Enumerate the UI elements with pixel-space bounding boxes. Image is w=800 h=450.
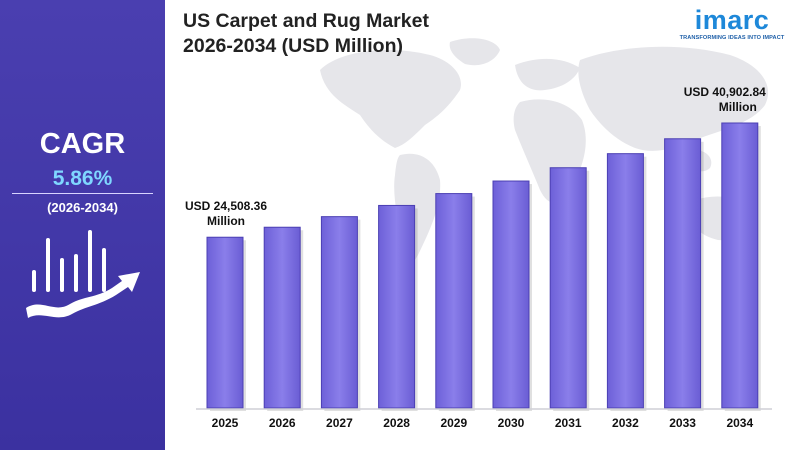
x-tick-label: 2030 bbox=[498, 416, 525, 430]
bar-2030 bbox=[492, 180, 530, 409]
x-tick-label: 2027 bbox=[326, 416, 353, 430]
x-tick-label: 2032 bbox=[612, 416, 639, 430]
cagr-label: CAGR bbox=[39, 128, 126, 160]
callout-line-2: Million bbox=[719, 100, 757, 114]
growth-chart-arrow-icon bbox=[26, 230, 140, 318]
bar-2031 bbox=[549, 167, 587, 409]
x-tick-label: 2025 bbox=[212, 416, 239, 430]
cagr-panel: CAGR 5.86% (2026-2034) bbox=[0, 0, 165, 450]
bar-2028 bbox=[378, 204, 416, 409]
x-tick-label: 2033 bbox=[669, 416, 696, 430]
bar-2029 bbox=[435, 193, 473, 409]
bar-2026 bbox=[263, 226, 301, 409]
bar-2027 bbox=[320, 216, 358, 409]
chart-title: US Carpet and Rug Market 2026-2034 (USD … bbox=[183, 9, 429, 59]
x-tick-label: 2028 bbox=[383, 416, 410, 430]
x-tick-label: 2034 bbox=[726, 416, 753, 430]
logo-wordmark: imarc bbox=[694, 5, 770, 35]
cagr-period: (2026-2034) bbox=[47, 200, 118, 215]
cagr-value: 5.86% bbox=[52, 167, 113, 190]
title-line-2: 2026-2034 (USD Million) bbox=[183, 35, 403, 57]
callout-line-1: USD 24,508.36 bbox=[185, 199, 267, 213]
bar-2033 bbox=[664, 138, 702, 409]
cagr-divider bbox=[12, 193, 153, 194]
x-tick-label: 2029 bbox=[440, 416, 467, 430]
x-tick-label: 2031 bbox=[555, 416, 582, 430]
bar-2032 bbox=[606, 153, 644, 409]
value-callout: USD 40,902.84 Million bbox=[684, 85, 766, 114]
brand-logo: imarc TRANSFORMING IDEAS INTO IMPACT bbox=[669, 5, 795, 41]
logo-tagline: TRANSFORMING IDEAS INTO IMPACT bbox=[679, 35, 785, 41]
callout-line-2: Million bbox=[207, 214, 245, 228]
title-line-1: US Carpet and Rug Market bbox=[183, 10, 429, 32]
value-callout: USD 24,508.36 Million bbox=[185, 199, 267, 228]
bar-2025 bbox=[206, 236, 244, 409]
x-tick-label: 2026 bbox=[269, 416, 296, 430]
callout-line-1: USD 40,902.84 bbox=[684, 85, 766, 99]
bar-2034 bbox=[721, 122, 759, 409]
